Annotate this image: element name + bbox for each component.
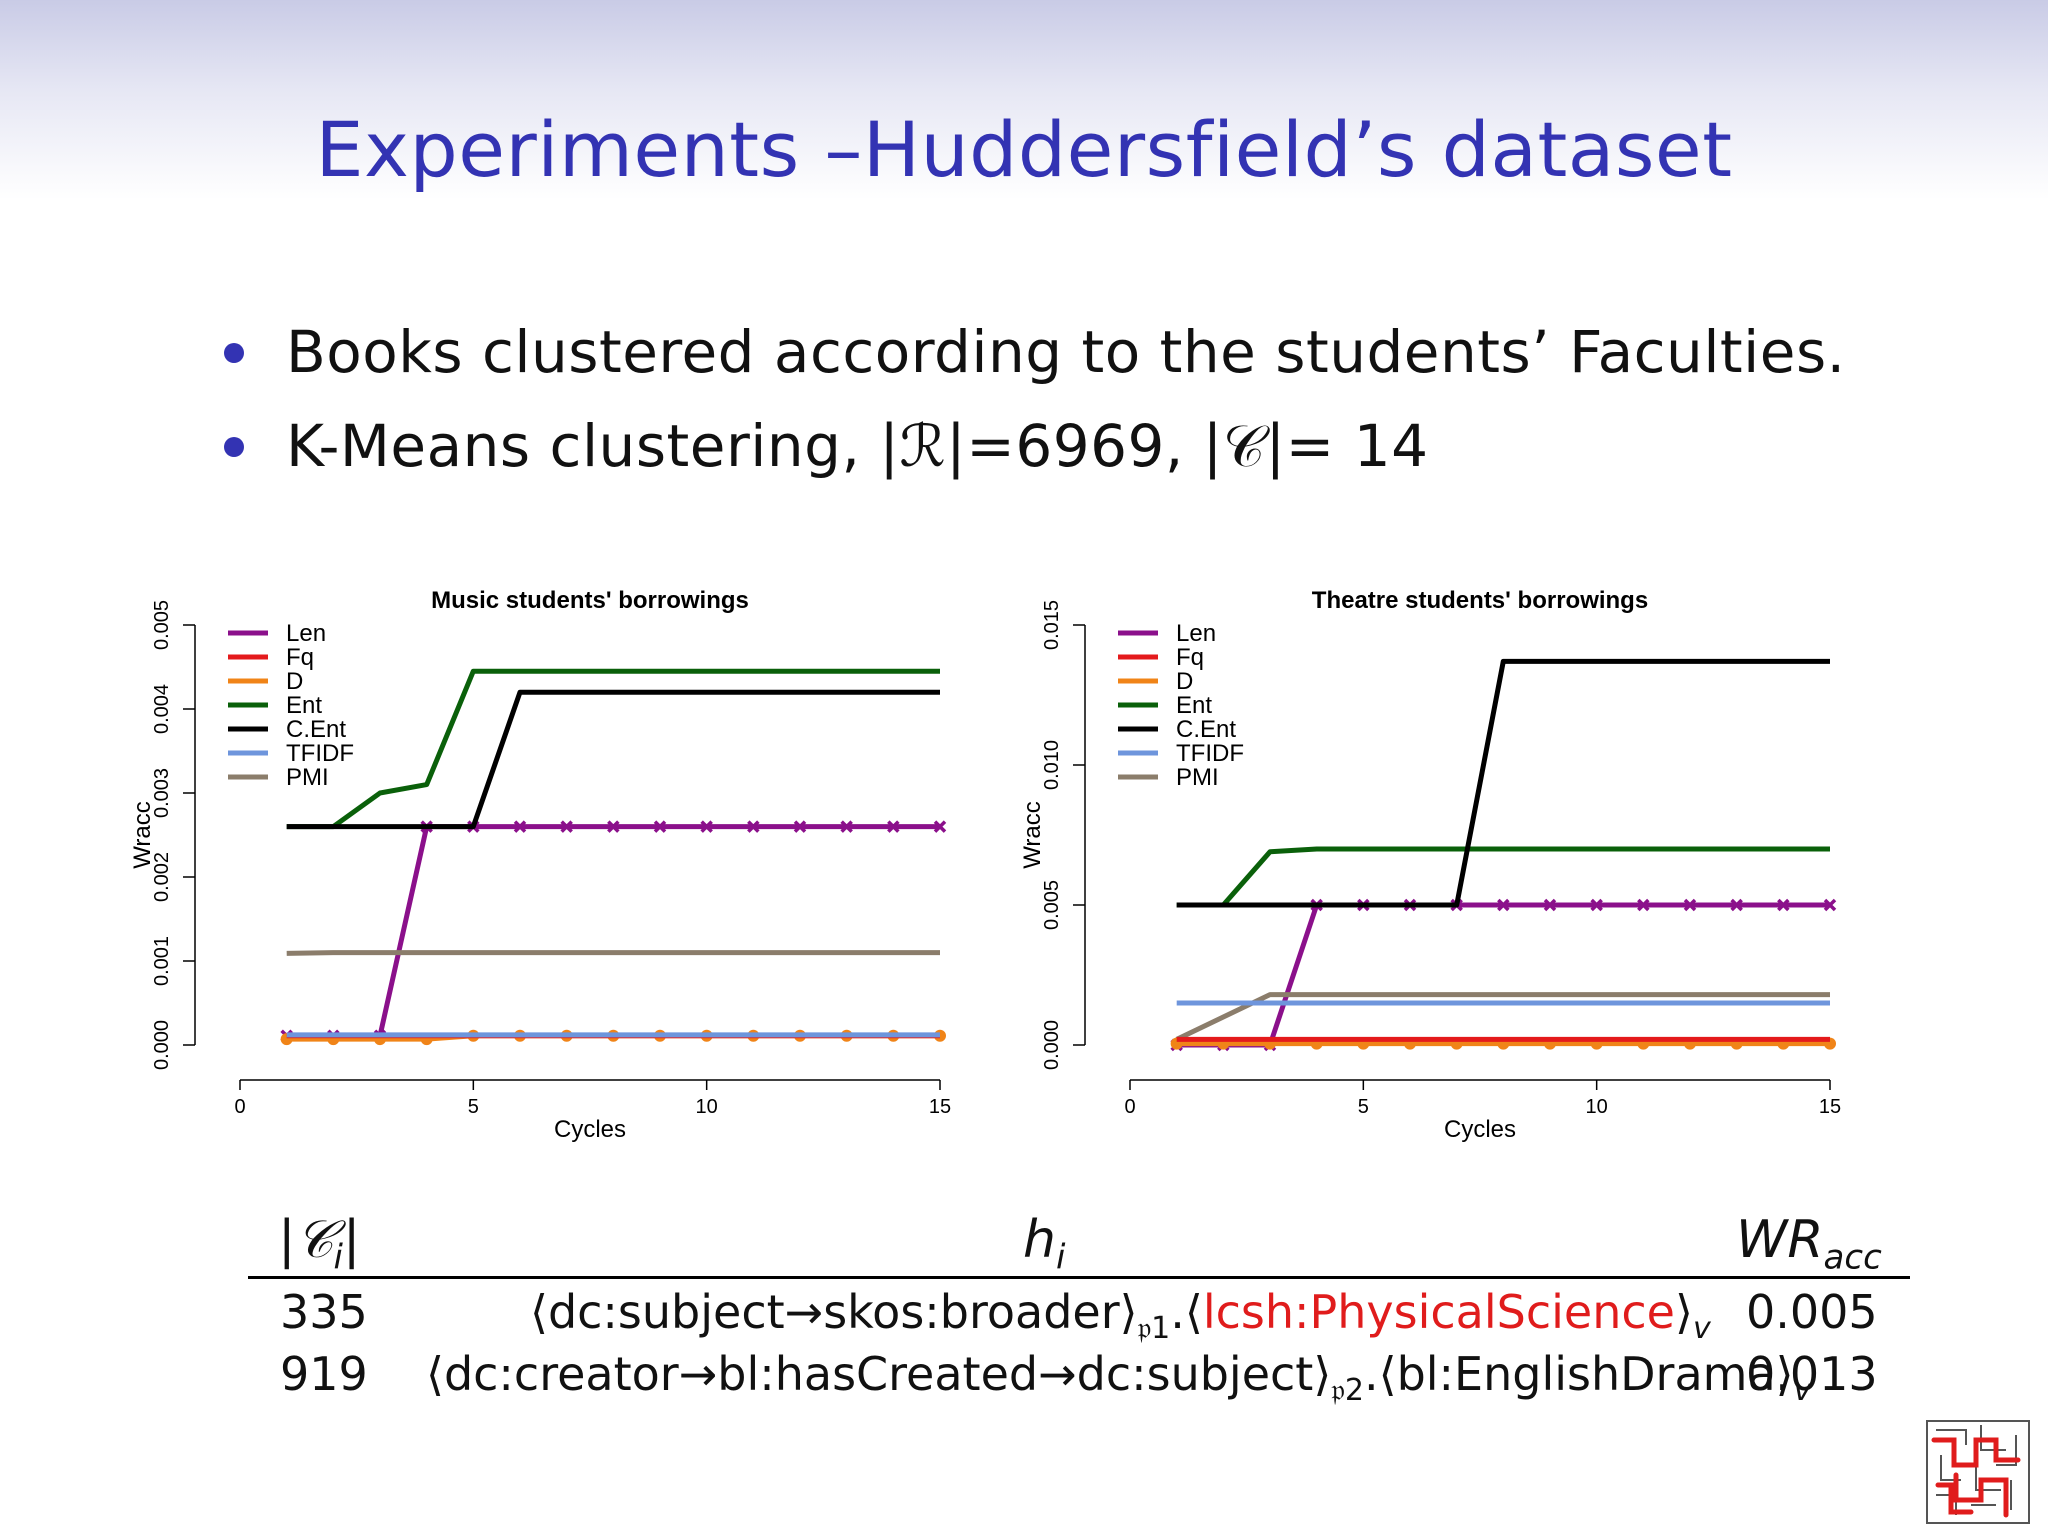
legend-label: D bbox=[1176, 668, 1193, 695]
chart-title: Theatre students' borrowings bbox=[1312, 587, 1648, 614]
series-point-len bbox=[1497, 898, 1510, 912]
legend-label: PMI bbox=[1176, 764, 1219, 791]
y-axis-label: Wracc bbox=[1019, 801, 1046, 869]
x-tick-label: 0 bbox=[1124, 1096, 1135, 1118]
x-axis-label: Cycles bbox=[1444, 1116, 1516, 1143]
results-table: |𝒞i| hi WRacc 335 ⟨dc:subject→skos:broad… bbox=[248, 1200, 1910, 1408]
series-point-len bbox=[607, 820, 620, 833]
bullet-text: Books clustered according to the student… bbox=[286, 318, 1846, 386]
series-point-len bbox=[1683, 898, 1697, 912]
hypothesis-cell: ⟨dc:creator→bl:hasCreated→dc:subject⟩𝔭2.… bbox=[426, 1347, 1812, 1409]
bullet-item: Books clustered according to the student… bbox=[220, 315, 1846, 409]
x-tick-label: 15 bbox=[929, 1096, 951, 1118]
y-tick-label: 0.002 bbox=[151, 852, 173, 902]
series-point-len bbox=[653, 820, 667, 833]
x-axis-label: Cycles bbox=[554, 1116, 626, 1143]
series-line-cent bbox=[286, 689, 940, 830]
series-line-pmi bbox=[286, 950, 940, 956]
legend-label: D bbox=[286, 668, 303, 695]
legend-label: C.Ent bbox=[1176, 716, 1236, 743]
bullet-dot-icon bbox=[224, 343, 244, 363]
header-wracc: WRacc bbox=[1736, 1210, 1882, 1278]
y-tick-label: 0.015 bbox=[1041, 600, 1063, 650]
x-tick-label: 15 bbox=[1819, 1096, 1841, 1118]
series-line-ent bbox=[1176, 846, 1830, 908]
series-line-cent bbox=[1176, 658, 1830, 908]
wracc-value: 0.013 bbox=[1746, 1347, 1878, 1401]
legend-label: Ent bbox=[1176, 692, 1212, 719]
x-tick-label: 10 bbox=[696, 1096, 718, 1118]
table-row: 335 ⟨dc:subject→skos:broader⟩𝔭1.⟨lcsh:Ph… bbox=[248, 1279, 1910, 1346]
series-point-len bbox=[840, 820, 853, 833]
x-tick-label: 5 bbox=[1358, 1096, 1369, 1118]
legend-label: Ent bbox=[286, 692, 322, 719]
series-line-pmi bbox=[1175, 992, 1830, 1042]
bullet-item: K-Means clustering, |ℛ|=6969, |𝒞|= 14 bbox=[220, 409, 1846, 503]
series-line-ent bbox=[286, 668, 940, 830]
legend-label: PMI bbox=[286, 764, 329, 791]
series-point-len bbox=[700, 820, 713, 833]
series-point-len bbox=[513, 820, 527, 833]
series-point-len bbox=[793, 820, 807, 833]
y-axis-label: Wracc bbox=[129, 801, 156, 869]
hypothesis-cell: ⟨dc:subject→skos:broader⟩𝔭1.⟨lcsh:Physic… bbox=[530, 1285, 1711, 1347]
y-tick-label: 0.001 bbox=[151, 936, 173, 986]
chart-music-svg: Music students' borrowingsCyclesWracc0.0… bbox=[129, 587, 951, 1143]
series-point-len bbox=[1730, 898, 1743, 912]
series-point-len bbox=[1543, 898, 1557, 912]
series-point-len bbox=[1823, 898, 1837, 912]
y-tick-label: 0.005 bbox=[151, 600, 173, 650]
x-tick-label: 0 bbox=[234, 1096, 245, 1118]
legend-label: Fq bbox=[1176, 644, 1204, 671]
maze-logo-icon bbox=[1926, 1420, 2030, 1524]
series-point-len bbox=[1637, 898, 1650, 912]
x-tick-label: 5 bbox=[468, 1096, 479, 1118]
legend-label: Len bbox=[286, 620, 326, 647]
series-point-len bbox=[1590, 898, 1603, 912]
legend-label: Len bbox=[1176, 620, 1216, 647]
chart-theatre-svg: Theatre students' borrowings Cycles Wracc 0… bbox=[1019, 587, 1841, 1143]
y-tick-label: 0.010 bbox=[1041, 740, 1063, 790]
bullet-text: K-Means clustering, |ℛ|=6969, |𝒞|= 14 bbox=[286, 412, 1429, 480]
chart-theatre: Theatre students' borrowings Cycles Wracc 0… bbox=[1010, 570, 1850, 1150]
y-tick-label: 0.005 bbox=[1041, 880, 1063, 930]
table-header: |𝒞i| hi WRacc bbox=[248, 1200, 1910, 1279]
cluster-size: 335 bbox=[280, 1285, 368, 1339]
y-tick-label: 0.000 bbox=[151, 1020, 173, 1070]
legend-label: Fq bbox=[286, 644, 314, 671]
table-row: 919 ⟨dc:creator→bl:hasCreated→dc:subject… bbox=[248, 1341, 1910, 1408]
cluster-size: 919 bbox=[280, 1347, 368, 1401]
wracc-value: 0.005 bbox=[1746, 1285, 1878, 1339]
series-point-len bbox=[887, 820, 900, 833]
header-band bbox=[0, 0, 2048, 200]
legend-label: C.Ent bbox=[286, 716, 346, 743]
header-hypothesis: hi bbox=[1023, 1210, 1066, 1278]
header-cluster-size: |𝒞i| bbox=[278, 1210, 361, 1278]
series-point-len bbox=[560, 820, 573, 833]
series-line-len bbox=[1176, 902, 1830, 1048]
series-point-len bbox=[1777, 898, 1790, 912]
y-tick-label: 0.003 bbox=[151, 768, 173, 818]
x-tick-label: 10 bbox=[1586, 1096, 1608, 1118]
slide-title: Experiments –Huddersfield’s dataset bbox=[315, 105, 1733, 194]
y-tick-label: 0.000 bbox=[1041, 1020, 1063, 1070]
legend-label: TFIDF bbox=[1176, 740, 1244, 767]
series-point-len bbox=[933, 820, 947, 833]
series-line-len bbox=[286, 824, 940, 1039]
series-point-len bbox=[747, 820, 760, 833]
legend-label: TFIDF bbox=[286, 740, 354, 767]
chart-title: Music students' borrowings bbox=[431, 587, 749, 614]
chart-music: Music students' borrowings Cycles Wracc 0.0… bbox=[120, 570, 960, 1150]
y-tick-label: 0.004 bbox=[151, 684, 173, 734]
bullet-list: Books clustered according to the student… bbox=[220, 315, 1846, 503]
bullet-dot-icon bbox=[224, 437, 244, 457]
